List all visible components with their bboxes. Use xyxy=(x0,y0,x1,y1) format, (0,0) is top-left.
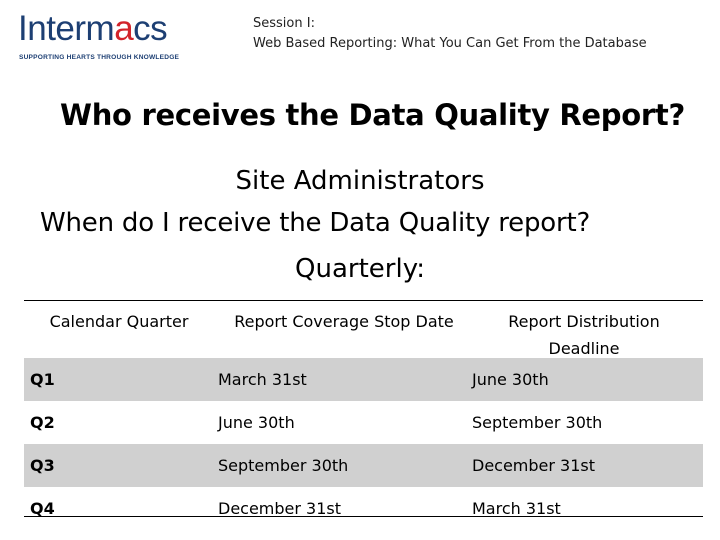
column-header-distribution-deadline: Report Distribution Deadline xyxy=(508,312,660,358)
question-2: When do I receive the Data Quality repor… xyxy=(40,208,591,238)
table-row: Q3 September 30th December 31st xyxy=(24,444,703,487)
session-line-2: Web Based Reporting: What You Can Get Fr… xyxy=(253,36,647,51)
deadline-cell: June 30th xyxy=(472,370,549,389)
table-top-rule xyxy=(24,300,703,301)
quarter-cell: Q1 xyxy=(30,370,55,389)
column-header-coverage-stop-date: Report Coverage Stop Date xyxy=(234,312,454,331)
stop-date-cell: December 31st xyxy=(218,499,342,518)
stop-date-cell: September 30th xyxy=(218,456,349,475)
quarter-cell: Q4 xyxy=(30,499,55,518)
column-header-calendar-quarter: Calendar Quarter xyxy=(49,312,189,331)
stop-date-cell: March 31st xyxy=(218,370,307,389)
logo-tagline: SUPPORTING HEARTS THROUGH KNOWLEDGE xyxy=(19,54,180,61)
table-row: Q2 June 30th September 30th xyxy=(24,401,703,444)
question-1: Who receives the Data Quality Report? xyxy=(60,98,685,132)
answer-1: Site Administrators xyxy=(235,166,485,196)
answer-2: Quarterly: xyxy=(295,254,425,284)
session-line-1: Session I: xyxy=(253,16,315,31)
table-row: Q4 December 31st March 31st xyxy=(24,487,703,530)
logo-wordmark: Intermacs xyxy=(18,9,168,48)
quarter-cell: Q2 xyxy=(30,413,55,432)
stop-date-cell: June 30th xyxy=(218,413,295,432)
quarter-cell: Q3 xyxy=(30,456,55,475)
deadline-cell: September 30th xyxy=(472,413,603,432)
session-header: Session I: Web Based Reporting: What You… xyxy=(253,14,647,54)
intermacs-logo: Intermacs SUPPORTING HEARTS THROUGH KNOW… xyxy=(18,8,198,66)
deadline-cell: December 31st xyxy=(472,456,596,475)
deadline-cell: March 31st xyxy=(472,499,561,518)
table-row: Q1 March 31st June 30th xyxy=(24,358,703,401)
table-bottom-rule xyxy=(24,516,703,517)
